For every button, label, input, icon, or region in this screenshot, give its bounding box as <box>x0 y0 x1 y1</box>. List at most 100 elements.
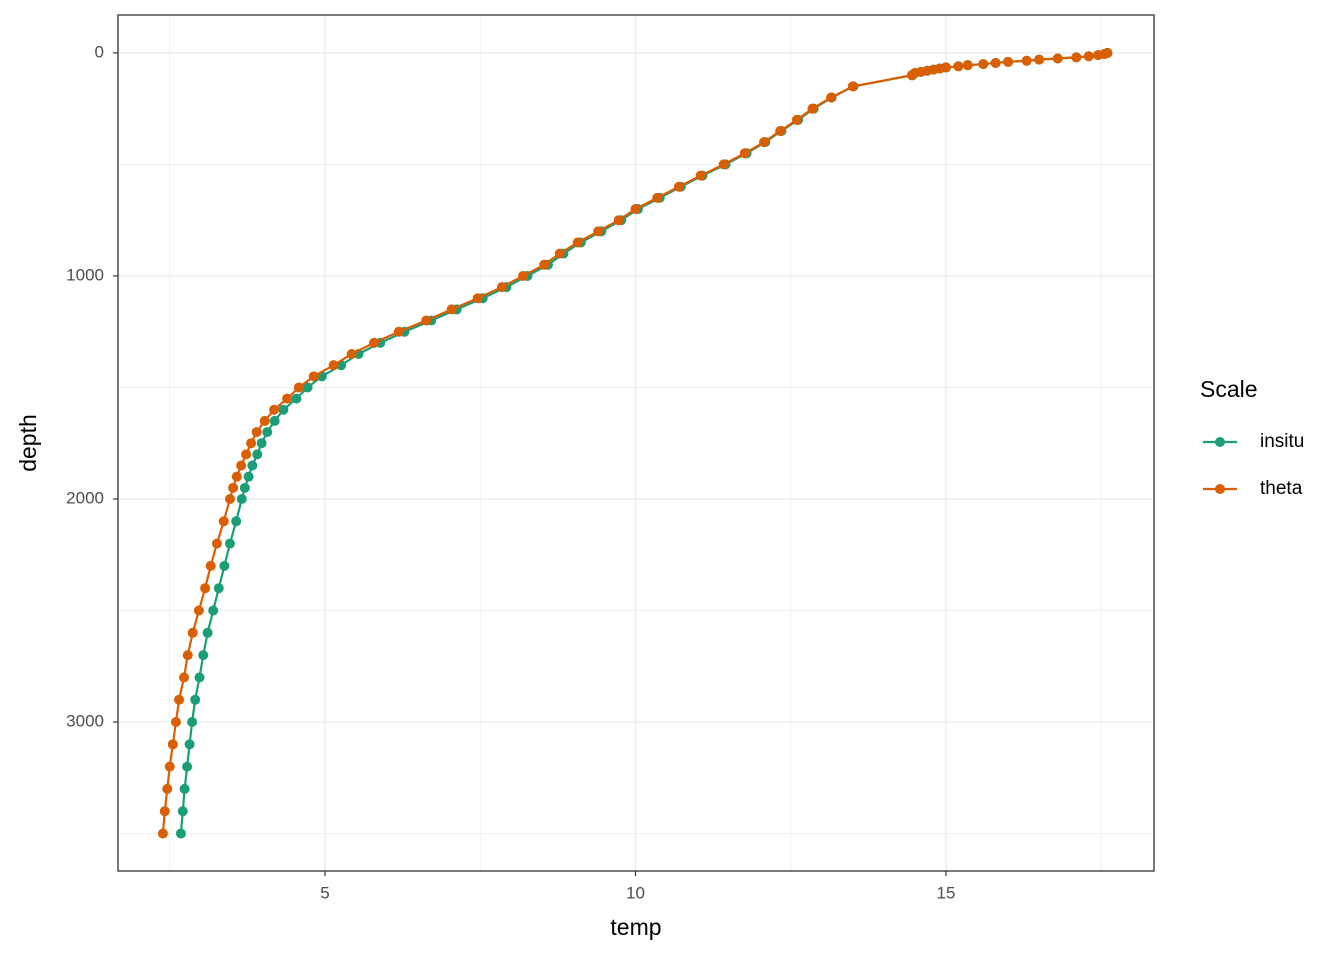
point <box>518 270 529 281</box>
point <box>369 337 380 348</box>
point <box>251 427 262 438</box>
point <box>739 148 750 159</box>
y-tick-label: 2000 <box>66 488 104 507</box>
point <box>807 103 818 114</box>
point <box>175 828 186 839</box>
point <box>219 560 230 571</box>
point <box>228 482 239 493</box>
point <box>308 371 319 382</box>
point <box>162 783 173 794</box>
point <box>282 393 293 404</box>
point <box>1093 50 1104 61</box>
x-tick-label: 5 <box>320 883 329 902</box>
point <box>446 304 457 315</box>
point <box>990 57 1001 68</box>
point <box>262 427 273 438</box>
point <box>236 493 247 504</box>
point <box>182 761 193 772</box>
point <box>847 81 858 92</box>
point <box>224 538 235 549</box>
x-tick-label: 15 <box>937 883 956 902</box>
point <box>241 449 252 460</box>
point <box>962 60 973 71</box>
point <box>1052 53 1063 64</box>
plot-border <box>117 14 1155 872</box>
point <box>211 538 222 549</box>
point <box>170 717 181 728</box>
point <box>213 583 224 594</box>
point <box>346 349 357 360</box>
point <box>246 438 257 449</box>
point <box>421 315 432 326</box>
point <box>496 282 507 293</box>
legend-title: Scale <box>1200 376 1258 402</box>
y-axis-label: depth <box>15 414 41 472</box>
point <box>1021 55 1032 66</box>
point <box>247 460 258 471</box>
point <box>190 694 201 705</box>
point <box>256 438 267 449</box>
point <box>179 672 190 683</box>
point <box>202 627 213 638</box>
point <box>759 137 770 148</box>
point <box>652 192 663 203</box>
point <box>593 226 604 237</box>
y-tick-label: 3000 <box>66 711 104 730</box>
point <box>208 605 219 616</box>
point <box>231 516 242 527</box>
point <box>393 326 404 337</box>
point <box>278 404 289 415</box>
point <box>174 694 185 705</box>
legend-key-point <box>1215 484 1225 494</box>
point <box>572 237 583 248</box>
point <box>978 59 989 70</box>
point <box>187 717 198 728</box>
point <box>182 650 193 661</box>
point <box>1034 54 1045 65</box>
point <box>194 672 205 683</box>
point <box>252 449 263 460</box>
point <box>302 382 313 393</box>
point <box>177 806 188 817</box>
point <box>1071 52 1082 63</box>
point <box>159 806 170 817</box>
point <box>695 170 706 181</box>
point <box>224 493 235 504</box>
point <box>613 215 624 226</box>
point <box>157 828 168 839</box>
point <box>179 783 190 794</box>
point <box>554 248 565 259</box>
legend-label: insitu <box>1260 431 1304 452</box>
point <box>184 739 195 750</box>
point <box>472 293 483 304</box>
point <box>269 404 280 415</box>
point <box>193 605 204 616</box>
point <box>259 415 270 426</box>
point <box>673 181 684 192</box>
legend-label: theta <box>1260 478 1303 499</box>
point <box>539 259 550 270</box>
point <box>218 516 229 527</box>
x-tick-label: 10 <box>626 883 645 902</box>
point <box>718 159 729 170</box>
point <box>198 650 209 661</box>
point <box>293 382 304 393</box>
legend-key-point <box>1215 437 1225 447</box>
y-tick-label: 0 <box>95 42 104 61</box>
point <box>187 627 198 638</box>
point <box>1003 56 1014 67</box>
point <box>243 471 254 482</box>
point <box>167 739 178 750</box>
point <box>826 92 837 103</box>
point <box>328 360 339 371</box>
point <box>231 471 242 482</box>
point <box>906 70 917 81</box>
point <box>291 393 302 404</box>
series-line <box>179 51 1108 834</box>
y-tick-label: 1000 <box>66 265 104 284</box>
point <box>269 415 280 426</box>
point <box>1083 51 1094 62</box>
x-axis-label: temp <box>610 914 661 940</box>
